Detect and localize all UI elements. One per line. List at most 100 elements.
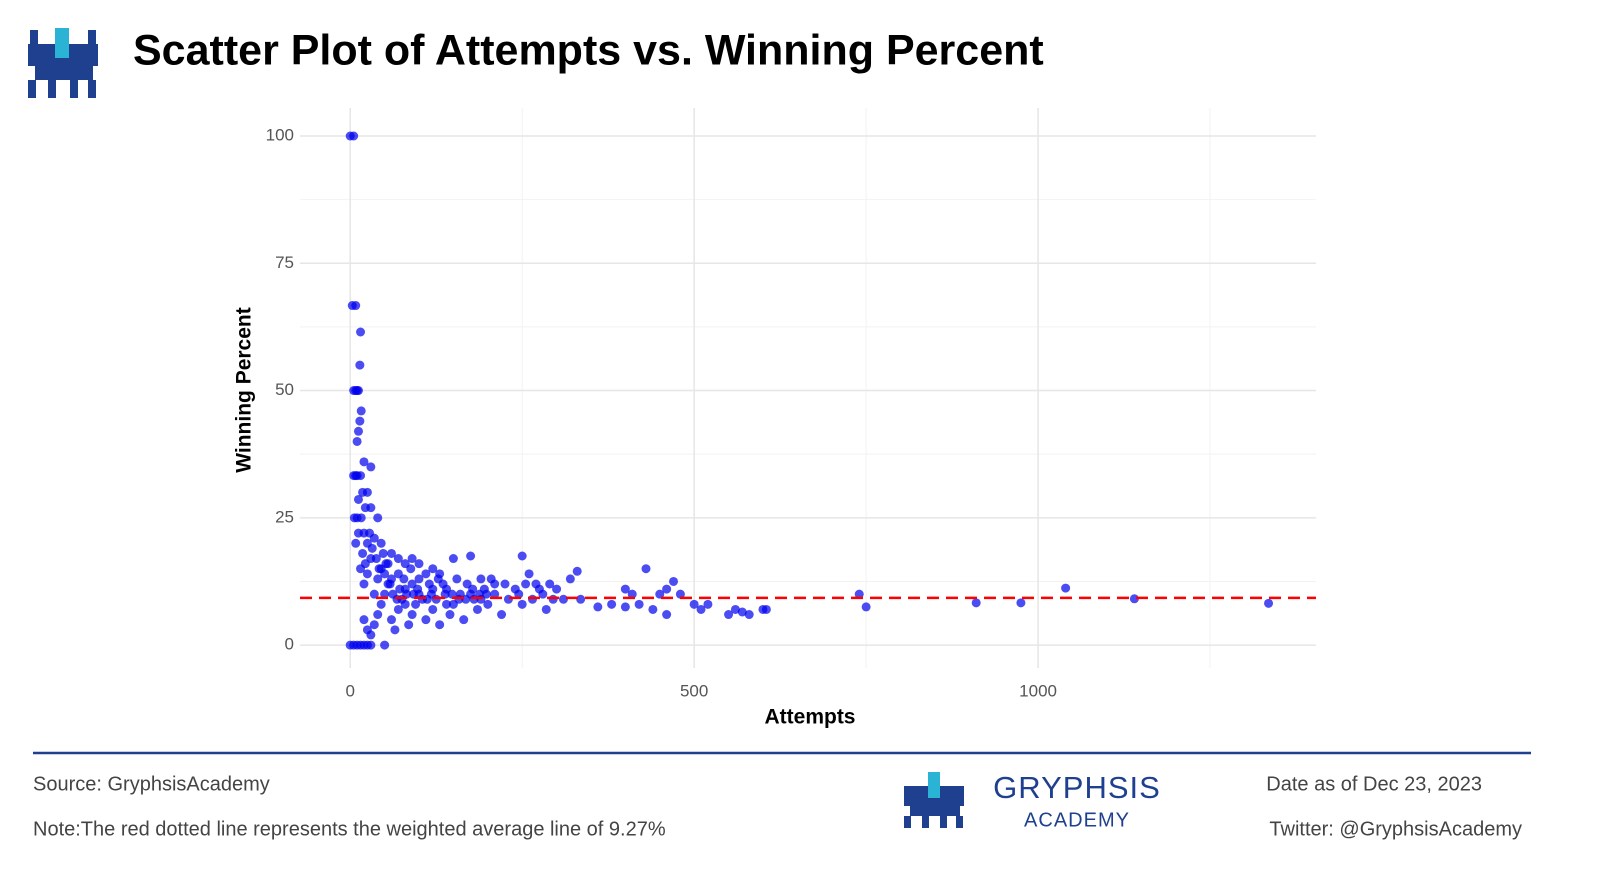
point [486,574,496,584]
point [545,579,555,589]
point [367,543,377,553]
twitter: Twitter: @GryphsisAcademy [1269,818,1522,840]
point [466,551,476,561]
point [689,599,699,609]
point [414,559,424,569]
point [447,589,457,599]
y-tick-label: 0 [285,635,294,654]
point [669,576,679,586]
point [744,610,754,620]
point [662,610,672,620]
point [634,599,644,609]
point [558,594,568,604]
point [724,610,734,620]
point [971,598,981,608]
point [400,599,410,609]
point [393,554,403,564]
brand: GRYPHSIS [993,770,1161,805]
point [378,548,388,558]
point [703,599,713,609]
y-tick-label: 100 [266,125,294,144]
point [373,610,383,620]
logo [28,28,98,98]
point [620,602,630,612]
point [730,604,740,614]
y-tick-label: 25 [275,507,294,526]
point [366,462,376,472]
point [407,554,417,564]
point [472,604,482,614]
point [528,594,538,604]
point [395,584,405,594]
note: Note:The red dotted line represents the … [33,818,666,840]
grid [300,108,1316,668]
point [421,569,431,579]
point [445,610,455,620]
point [655,589,665,599]
point [369,589,379,599]
point [517,599,527,609]
point [356,327,366,337]
point [565,574,575,584]
point [380,589,390,599]
point [402,589,412,599]
point [373,513,383,523]
point [503,594,513,604]
point [414,574,424,584]
point [1016,598,1026,608]
point [490,589,500,599]
brand-sub: ACADEMY [1024,809,1130,831]
point [358,548,368,558]
point [648,604,658,614]
point [696,604,706,614]
point [358,487,368,497]
point [475,589,485,599]
point [514,589,524,599]
point [353,426,363,436]
point [359,579,369,589]
point [366,640,376,650]
point [1129,594,1139,604]
point [374,564,384,574]
point [413,584,423,594]
x-tick-label: 0 [345,681,354,700]
point [355,360,365,370]
point [380,640,390,650]
point [448,554,458,564]
point [521,579,531,589]
point [675,589,685,599]
point [761,604,771,614]
point [442,599,452,609]
point [428,604,438,614]
source: Source: GryphsisAcademy [33,773,270,795]
point [641,564,651,574]
point [349,131,359,141]
point [404,620,414,630]
point [356,406,366,416]
point [359,615,369,625]
point [428,564,438,574]
point [356,471,366,481]
point [483,599,493,609]
point [369,620,379,630]
point [461,594,471,604]
point [360,559,370,569]
point [366,630,376,640]
point [468,584,478,594]
point [407,610,417,620]
point [355,416,365,426]
point [541,604,551,614]
point [373,574,383,584]
point [406,564,416,574]
point [399,574,409,584]
point [593,602,603,612]
point [524,569,534,579]
x-tick-label: 1000 [1019,681,1057,700]
plot-panel [300,108,1316,668]
point [435,620,445,630]
point [548,594,558,604]
point [353,386,363,396]
point [572,566,582,576]
point [386,548,396,558]
